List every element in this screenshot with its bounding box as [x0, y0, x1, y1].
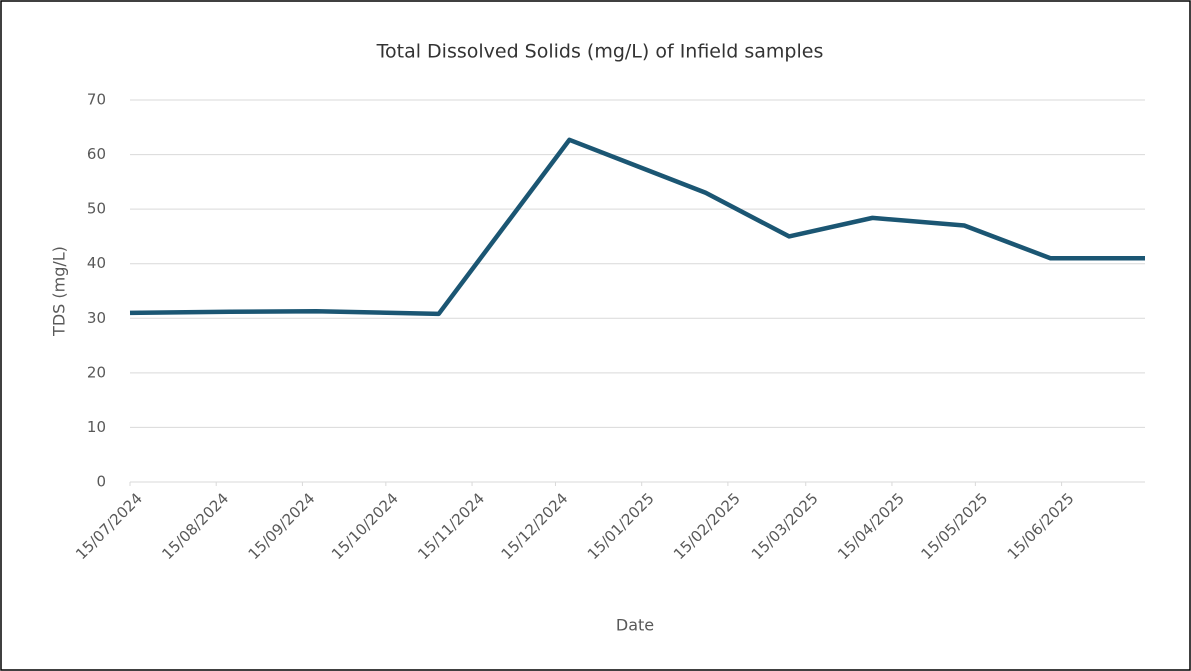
chart-title: Total Dissolved Solids (mg/L) of Infield…	[376, 41, 824, 63]
y-tick-label: 20	[87, 363, 106, 381]
y-tick-label: 30	[87, 309, 106, 327]
data-line	[129, 137, 1145, 317]
y-tick-label: 70	[87, 91, 106, 109]
y-tick-label: 60	[87, 145, 106, 163]
y-tick-label: 50	[87, 200, 106, 218]
y-axis-label: TDS (mg/L)	[50, 246, 69, 337]
y-tick-label: 0	[96, 473, 106, 491]
y-tick-label: 10	[87, 418, 106, 436]
y-tick-label: 40	[87, 254, 106, 272]
x-axis-label: Date	[616, 616, 654, 635]
